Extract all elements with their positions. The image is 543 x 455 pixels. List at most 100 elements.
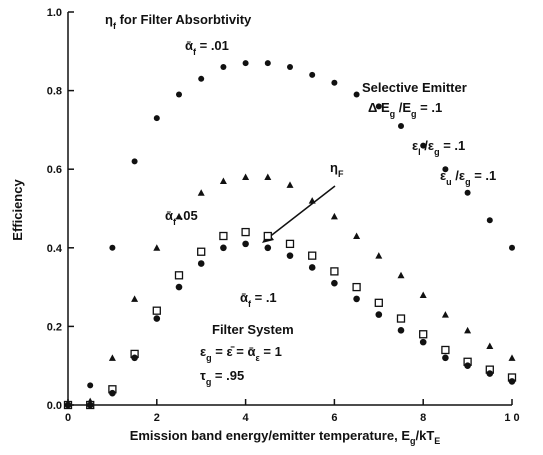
- point: [131, 158, 138, 165]
- y-tick-label: 0.0: [47, 400, 62, 412]
- point: [86, 401, 94, 409]
- point: [175, 283, 183, 291]
- point: [285, 239, 295, 249]
- x-tick-label: 6: [331, 412, 337, 424]
- point: [486, 342, 494, 350]
- point: [420, 142, 427, 149]
- point: [287, 64, 293, 71]
- point: [219, 177, 227, 184]
- annotation: ᾱf = .01: [185, 38, 229, 57]
- point: [286, 252, 294, 259]
- point: [242, 173, 250, 181]
- annotation: εl /εg = .1: [412, 138, 465, 157]
- point: [308, 264, 316, 271]
- point: [242, 60, 249, 67]
- annotation: Δ Eg /Eg = .1: [368, 100, 442, 119]
- point: [419, 291, 427, 298]
- y-axis-label: Efficiency: [10, 179, 25, 241]
- point: [197, 260, 205, 267]
- point: [64, 401, 72, 409]
- point: [330, 212, 338, 220]
- point: [508, 378, 516, 385]
- x-tick-label: 1 0: [504, 412, 519, 424]
- x-tick-label: 4: [243, 412, 250, 424]
- annotation: ᾱf = .1: [240, 290, 277, 309]
- point: [308, 197, 316, 204]
- point: [153, 244, 161, 251]
- point: [109, 244, 116, 251]
- point: [374, 298, 383, 307]
- annotation: Selective Emitter: [362, 80, 467, 95]
- y-tick-label: 1.0: [47, 7, 62, 19]
- point: [353, 295, 360, 303]
- point: [419, 338, 427, 346]
- point: [309, 71, 316, 78]
- point: [131, 295, 139, 302]
- point: [174, 271, 184, 280]
- point: [153, 115, 160, 122]
- point: [264, 173, 272, 181]
- point: [308, 251, 317, 260]
- point: [197, 189, 205, 196]
- point: [397, 327, 405, 334]
- point: [176, 91, 182, 98]
- point: [109, 389, 116, 397]
- point: [397, 271, 405, 279]
- point: [375, 311, 383, 318]
- point: [352, 282, 361, 292]
- x-tick-label: 0: [65, 412, 71, 424]
- point: [220, 64, 227, 71]
- point: [353, 91, 360, 98]
- point: [442, 354, 449, 362]
- point: [398, 122, 404, 129]
- point: [508, 354, 516, 361]
- point: [241, 227, 250, 237]
- annotation: τg = .95: [200, 368, 244, 387]
- point: [419, 330, 428, 339]
- point: [220, 244, 227, 252]
- arrow: [267, 185, 336, 239]
- point: [131, 354, 138, 362]
- point: [464, 362, 471, 370]
- point: [108, 354, 116, 361]
- point: [353, 232, 361, 240]
- point: [375, 103, 382, 110]
- point: [331, 279, 338, 287]
- point: [242, 240, 249, 248]
- point: [198, 75, 205, 82]
- point: [441, 311, 449, 318]
- point: [263, 231, 272, 241]
- point: [441, 345, 450, 355]
- point: [87, 382, 94, 389]
- annotation: ηF: [330, 160, 344, 179]
- x-tick-label: 2: [154, 412, 160, 424]
- point: [197, 247, 206, 256]
- annotation: Filter System: [212, 322, 294, 337]
- y-tick-label: 0.2: [47, 321, 62, 333]
- annotations: ηf for Filter Absorbtivity ᾱf = .01 Sele…: [105, 12, 496, 387]
- point: [486, 217, 493, 224]
- point: [330, 267, 339, 276]
- point: [264, 60, 271, 67]
- point: [175, 212, 183, 220]
- annotation: εg = ε̄ = ᾱε = 1: [200, 344, 282, 363]
- point: [264, 244, 272, 252]
- point: [509, 244, 515, 251]
- annotation: ηf for Filter Absorbtivity: [105, 12, 252, 31]
- annotation: εu /εg = .1: [440, 168, 496, 187]
- y-tick-label: 0.6: [47, 164, 62, 176]
- point: [153, 315, 161, 322]
- point: [219, 231, 228, 241]
- x-axis-label: Emission band energy/emitter temperature…: [130, 428, 441, 446]
- point: [442, 166, 449, 173]
- y-tick-label: 0.8: [47, 86, 62, 98]
- point: [464, 326, 472, 334]
- y-tick-label: 0.4: [47, 243, 63, 255]
- point: [396, 314, 406, 323]
- point: [286, 181, 294, 188]
- x-tick-label: 8: [420, 412, 426, 424]
- point: [486, 370, 494, 377]
- point: [464, 189, 471, 196]
- point: [375, 252, 383, 259]
